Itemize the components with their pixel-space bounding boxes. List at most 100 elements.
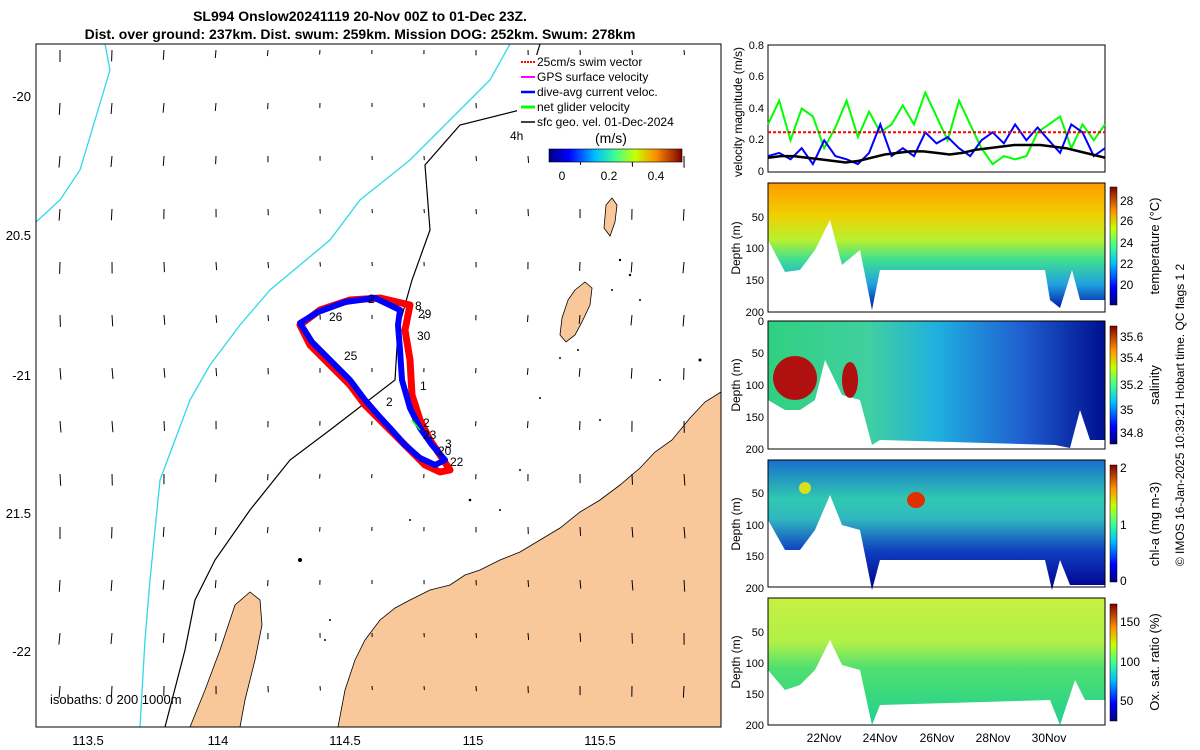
chla-panel: 50 100 150 200 Depth (m) 2 1 0 chl-a (mg… [729, 459, 1162, 595]
velocity-vector [162, 49, 165, 60]
islets [298, 258, 702, 641]
velocity-vector [110, 632, 113, 645]
cb-tick: 34.8 [1120, 426, 1144, 440]
depth-tick: 150 [746, 689, 764, 701]
depth-tick: 200 [746, 307, 764, 319]
map-ytick: -20 [12, 89, 31, 104]
legend-label: sfc geo. vel. 01-Dec-2024 [537, 115, 674, 129]
depth-tick: 100 [746, 658, 764, 670]
map-ytick: -21 [12, 368, 31, 383]
map-legend: 25cm/s swim vector GPS surface velocity … [510, 55, 695, 183]
velocity-vector [527, 632, 530, 640]
depth-tick: 200 [746, 444, 764, 456]
velocity-vector [267, 261, 269, 269]
velocity-vector [162, 155, 165, 166]
velocity-vector [527, 420, 529, 429]
day-label: 20 [438, 444, 452, 458]
velocity-vector [682, 208, 685, 221]
velocity-vector [579, 632, 582, 642]
velocity-vector [163, 314, 166, 325]
cb-tick: 20 [1120, 278, 1134, 292]
velocity-vector [58, 155, 61, 168]
depth-tick: 100 [746, 243, 764, 255]
depth-tick: 200 [746, 720, 764, 732]
velocity-vector [162, 632, 165, 643]
velocity-vector [682, 314, 685, 327]
series-line [767, 121, 1106, 167]
map-ytick: 20.5 [6, 228, 31, 243]
cb-label: temperature (°C) [1147, 198, 1162, 295]
day-label: 23 [423, 428, 437, 442]
day-label: 2 [423, 416, 430, 430]
map-title-line2: Dist. over ground: 237km. Dist. swum: 25… [84, 26, 636, 42]
day-label: 26 [329, 310, 343, 324]
velocity-vector [58, 632, 61, 645]
velocity-vector [630, 314, 633, 326]
island-west [189, 591, 263, 727]
sfc-velocity-field [58, 49, 686, 750]
velocity-vector [683, 579, 686, 592]
track-green [411, 419, 421, 431]
velocity-vector [527, 579, 530, 587]
depth-label: Depth (m) [729, 358, 743, 411]
velocity-vector [683, 473, 686, 486]
velocity-vector [268, 739, 269, 745]
cb-tick: 35.6 [1120, 330, 1144, 344]
velocity-vector [215, 367, 218, 377]
oxygen-field [768, 598, 1105, 725]
velocity-vector [59, 420, 62, 433]
time-axis: 22Nov 24Nov 26Nov 28Nov 30Nov [807, 731, 1067, 745]
velocity-vector [631, 579, 634, 591]
velocity-vector [527, 155, 530, 163]
velocity-vector [162, 102, 165, 113]
vel-ytick: 0 [758, 166, 764, 178]
colorbar-tick: 0.4 [648, 169, 665, 183]
salinity-panel: 0 50 100 150 200 Depth (m) 35.6 35.4 35.… [729, 316, 1162, 456]
velocity-vector [579, 526, 582, 536]
velocity-vector [631, 473, 633, 485]
map-panel: 8 29 30 1 2 3 20 22 23 25 26 2 2 113.5 1… [6, 43, 722, 750]
velocity-vector [110, 579, 113, 592]
chla-field [768, 460, 1105, 590]
salinity-colorbar [1109, 325, 1118, 445]
depth-tick: 50 [752, 488, 764, 500]
velocity-panel: 0 0.2 0.4 0.6 0.8 velocity magnitude (m/… [731, 40, 1106, 178]
oxygen-panel: 50 100 150 200 Depth (m) 150 100 50 Ox. … [729, 597, 1162, 732]
velocity-vector [59, 367, 62, 380]
depth-tick: 100 [746, 520, 764, 532]
map-title-line1: SL994 Onslow20241119 20-Nov 00Z to 01-De… [193, 8, 527, 24]
velocity-vector [214, 102, 217, 112]
velocity-vector [111, 420, 114, 433]
day-label: 22 [450, 455, 464, 469]
islet [603, 197, 618, 237]
cb-tick: 1 [1120, 518, 1127, 532]
velocity-vector [162, 526, 165, 537]
velocity-vector [215, 314, 218, 323]
cb-tick: 100 [1120, 655, 1140, 669]
day-label: 29 [418, 307, 432, 321]
velocity-vector [578, 367, 581, 377]
velocity-vector [58, 102, 61, 115]
velocity-vector [163, 367, 166, 378]
velocity-vector [682, 261, 685, 274]
velocity-vector [58, 208, 61, 221]
vel-ytick: 0.4 [749, 103, 764, 115]
velocity-vector [527, 314, 529, 323]
vel-ytick: 0.2 [749, 134, 764, 146]
velocity-vector [266, 526, 269, 534]
chla-maximum [907, 492, 925, 508]
temperature-colorbar [1109, 186, 1118, 306]
cb-label: salinity [1147, 365, 1162, 405]
velocity-vector [215, 261, 218, 271]
isobath-200m [164, 44, 541, 727]
colorbar-tick: 0.2 [601, 169, 618, 183]
depth-tick: 0 [758, 316, 764, 328]
velocity-vector [683, 739, 684, 750]
cb-tick: 26 [1120, 214, 1134, 228]
velocity-vector [630, 261, 633, 273]
velocity-vector [475, 155, 477, 162]
day-label: 2 [386, 395, 393, 409]
legend-label: dive-avg current veloc. [537, 85, 658, 99]
velocity-vector [475, 420, 477, 427]
